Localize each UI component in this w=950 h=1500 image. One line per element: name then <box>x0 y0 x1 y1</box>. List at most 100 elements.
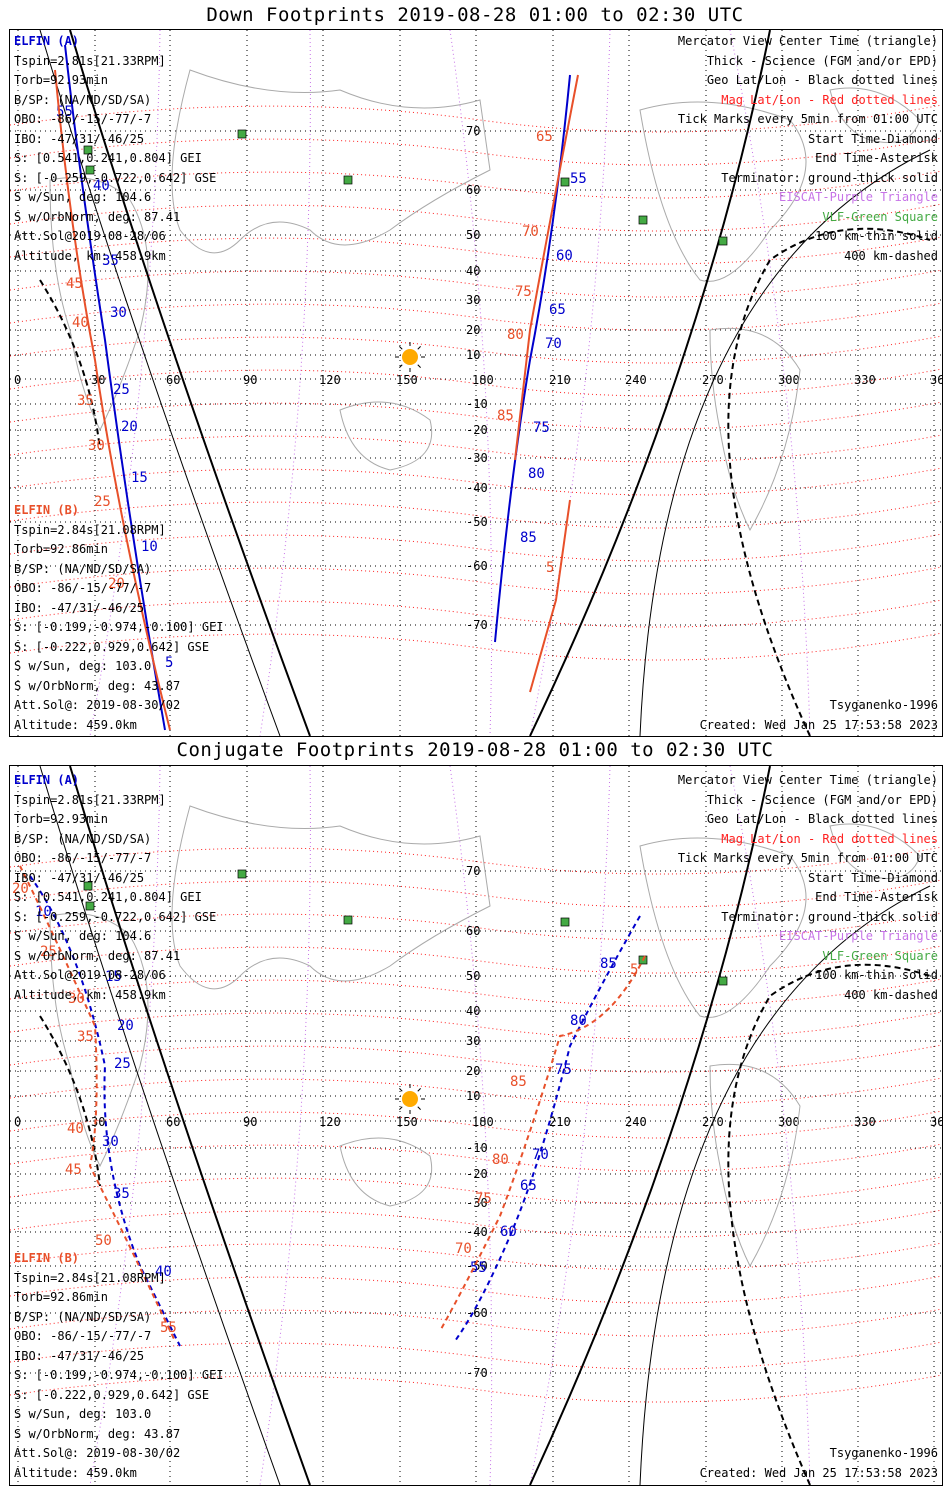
mag-lon-line <box>89 30 161 736</box>
mag-lat-line <box>10 1374 942 1403</box>
mag-lat-line <box>10 879 942 908</box>
elfin-a-east-track-tick-label: 70 <box>532 1147 549 1163</box>
elfin-b-obo: OBO: -86/-15/-77/-7 <box>14 581 152 595</box>
elfin-b-gei: S: [-0.199,-0.974,-0.100] GEI <box>14 620 224 634</box>
footer-right-conjugate: Tsyganenko-1996 Created: Wed Jan 25 17:5… <box>700 1444 938 1483</box>
legend-item: VLF-Green Square <box>822 948 938 963</box>
elfin-b-ibo: IBO: -47/31/-46/25 <box>14 1348 145 1363</box>
lon-label: 0 <box>14 373 21 387</box>
elfin-b-east-track-tick-label: 75 <box>515 284 532 300</box>
lat-label: -50 <box>466 515 488 529</box>
mag-lat-line <box>10 368 942 397</box>
mag-lat-line <box>10 335 942 364</box>
mag-lon-line <box>529 766 611 1485</box>
elfin-b-east-track-2 <box>529 499 571 693</box>
lat-label: 60 <box>466 924 480 938</box>
elfin-b-track-tick-label: 35 <box>77 393 94 409</box>
lon-label: 90 <box>243 373 257 387</box>
mag-lat-line <box>10 1077 942 1106</box>
legend-item: EISCAT-Purple Triangle <box>779 190 938 204</box>
lon-label: 360 <box>930 373 942 387</box>
elfin-a-track-tick-label: 30 <box>102 1134 119 1150</box>
mag-lat-line <box>10 401 942 430</box>
terminator-ground <box>529 766 771 1485</box>
lon-label: 240 <box>625 1115 647 1129</box>
elfin-b-obo: OBO: -86/-15/-77/-7 <box>14 1329 152 1343</box>
terminator-400km <box>39 279 101 451</box>
mag-lat-line <box>10 912 942 941</box>
elfin-b-attsol: Att.Sol@: 2019-08-30/02 <box>14 698 181 712</box>
legend-item: Terminator: ground-thick solid <box>721 909 938 924</box>
mag-lat-line <box>10 533 942 562</box>
elfin-a-sun: S w/Sun, deg: 104.6 <box>14 190 152 204</box>
elfin-b-east-track <box>439 955 646 1332</box>
elfin-b-torb: Torb=92.86min <box>14 1290 108 1304</box>
elfin-b-attsol: Att.Sol@: 2019-08-30/02 <box>14 1446 181 1460</box>
continent-outline <box>639 101 807 282</box>
elfin-a-east-track-tick-label: 70 <box>545 336 562 352</box>
terminator-100km <box>639 149 931 736</box>
lat-label: 70 <box>466 124 480 138</box>
elfin-a-east-track-tick-label: 60 <box>556 248 573 264</box>
lon-label: 210 <box>549 1115 571 1129</box>
lat-label: 40 <box>466 1004 480 1018</box>
elfin-b-track <box>19 865 176 1342</box>
mag-lat-line <box>10 269 942 298</box>
elfin-a-torb: Torb=92.93min <box>14 73 108 87</box>
mag-lat-line <box>10 632 942 661</box>
continent-outline <box>709 327 801 532</box>
elfin-b-track-tick-label: 40 <box>72 315 89 331</box>
mag-lat-line <box>10 846 942 875</box>
elfin-a-east-track-tick-label: 85 <box>520 530 537 546</box>
lon-label: 120 <box>319 373 341 387</box>
elfin-b-ibo: IBO: -47/31/-46/25 <box>14 600 145 615</box>
elfin-b-tspin: Tspin=2.84s[21.08RPM] <box>14 1270 166 1285</box>
terminator-ground <box>69 766 311 1485</box>
elfin-a-track-tick-label: 25 <box>113 382 130 398</box>
legend-item: Tick Marks every 5min from 01:00 UTC <box>677 112 938 126</box>
vlf-square <box>237 129 247 139</box>
elfin-a-tspin: Tspin=2.81s[21.33RPM] <box>14 792 166 807</box>
elfin-a-gse: S: [-0.259,-0.722,0.642] GSE <box>14 909 217 924</box>
lat-label: 40 <box>466 264 480 278</box>
mag-lon-line <box>529 30 611 736</box>
continent-outline <box>49 913 149 1168</box>
elfin-b-track-tick-label: 50 <box>95 1233 112 1249</box>
legend-item: 400 km-dashed <box>844 248 938 263</box>
lat-label: -60 <box>466 559 488 573</box>
vlf-square <box>83 145 93 155</box>
mag-lat-line <box>10 467 942 496</box>
terminator-100km <box>39 30 281 736</box>
elfin-b-track-tick-label: 55 <box>160 1320 177 1336</box>
lon-label: 210 <box>549 373 571 387</box>
lon-label: 0 <box>14 1115 21 1129</box>
mag-lat-line <box>10 1011 942 1040</box>
elfin-b-track-tick-label: 20 <box>108 576 125 592</box>
legend-item: Mercator View Center Time (triangle) <box>677 34 938 48</box>
elfin-b-east-track-tick-label: 85 <box>497 408 514 424</box>
lat-label: -30 <box>466 1196 488 1210</box>
vlf-square <box>343 175 353 185</box>
lat-label: 30 <box>466 1034 480 1048</box>
lon-label: 360 <box>930 1115 942 1129</box>
mag-lat-line <box>10 434 942 463</box>
elfin-b-track <box>54 69 171 731</box>
lon-label: 30 <box>91 1115 105 1129</box>
elfin-a-east-track-tick-label: 55 <box>470 1260 487 1276</box>
lon-label: 180 <box>472 373 494 387</box>
continent-outline <box>339 1137 433 1207</box>
sun-ray <box>417 1088 421 1092</box>
lat-label: 20 <box>466 323 480 337</box>
mag-lat-line <box>10 236 942 265</box>
sun-icon <box>402 349 418 365</box>
elfin-a-east-track-tick-label: 80 <box>570 1013 587 1029</box>
sun-ray <box>399 1106 403 1110</box>
elfin-a-orbnorm: S w/OrbNorm, deg: 87.41 <box>14 209 181 224</box>
elfin-a-track-tick-label: 20 <box>121 419 138 435</box>
elfin-b-east-track-tick-label: 5 <box>546 560 554 576</box>
elfin-b-orbnorm: S w/OrbNorm, deg: 43.87 <box>14 678 181 693</box>
terminator-ground <box>529 30 771 736</box>
mag-lat-line <box>10 170 942 199</box>
lat-label: -50 <box>466 1259 488 1273</box>
vlf-square <box>237 869 247 879</box>
